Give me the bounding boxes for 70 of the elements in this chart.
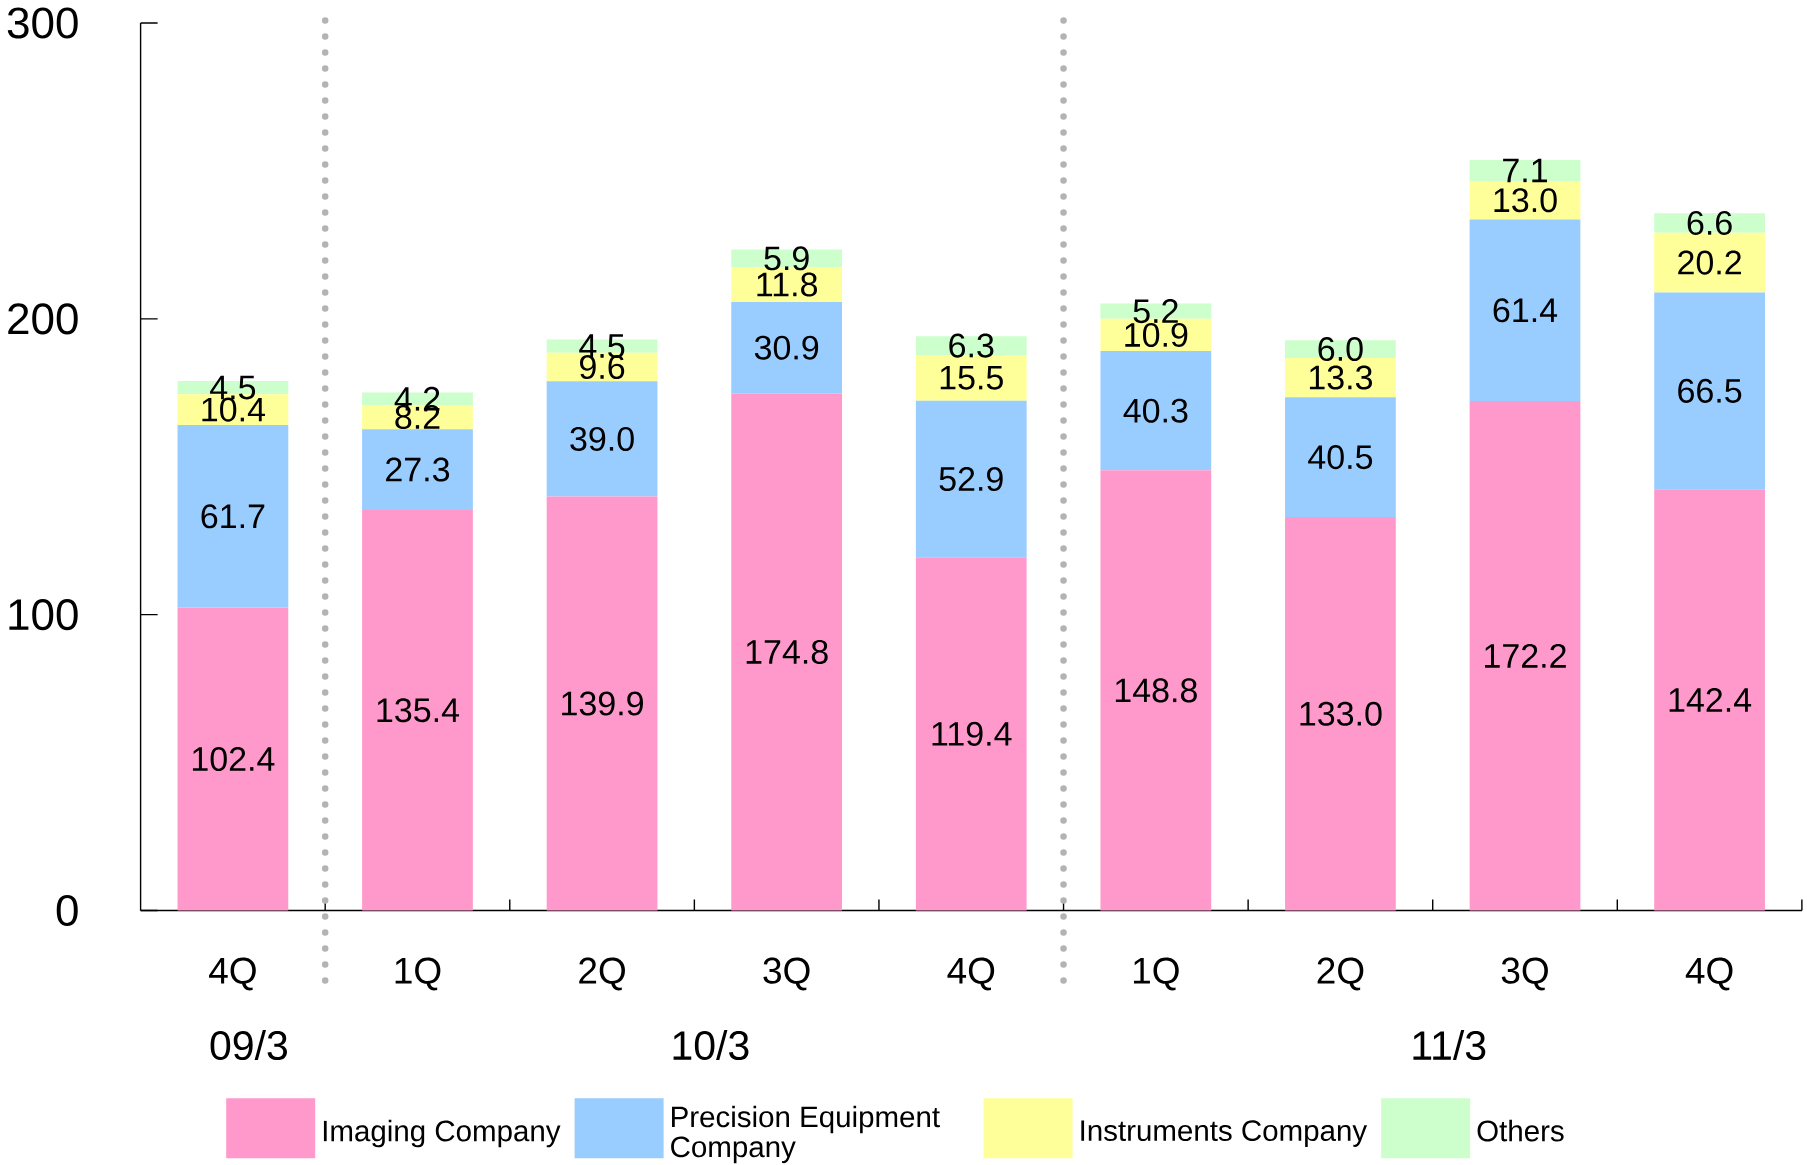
x-tick-label: 1Q xyxy=(395,957,441,991)
legend-label: Precision Equipment Company xyxy=(671,1105,940,1164)
x-tick-label: 4Q xyxy=(209,957,256,991)
data-label: 102.4 xyxy=(192,746,275,772)
data-label: 6.0 xyxy=(1318,336,1363,362)
y-tick-label: 100 xyxy=(9,599,78,631)
data-label: 135.4 xyxy=(377,698,460,723)
data-label: 148.8 xyxy=(1115,678,1197,703)
bar xyxy=(1654,489,1765,911)
data-label: 174.8 xyxy=(746,639,828,664)
x-tick-label: 2Q xyxy=(579,957,625,991)
data-label: 61.7 xyxy=(201,504,265,529)
bar xyxy=(1654,292,1765,490)
bar xyxy=(1469,401,1581,911)
bar xyxy=(177,607,289,911)
x-tick-label: 3Q xyxy=(763,957,810,991)
data-label: 5.2 xyxy=(1133,299,1178,324)
data-label: 27.3 xyxy=(386,457,450,482)
data-label: 13.0 xyxy=(1494,188,1557,213)
data-label: 40.3 xyxy=(1123,398,1188,423)
data-label: 52.9 xyxy=(939,466,1003,492)
data-label: 142.4 xyxy=(1669,687,1752,712)
bar xyxy=(1469,219,1581,402)
data-label: 139.9 xyxy=(562,691,643,716)
x-tick-label: 1Q xyxy=(1133,957,1179,991)
data-label: 13.3 xyxy=(1309,365,1372,390)
data-label: 39.0 xyxy=(570,426,634,451)
bar xyxy=(731,393,843,911)
bar xyxy=(1285,517,1396,911)
bar xyxy=(546,496,658,911)
bar xyxy=(1100,351,1212,471)
data-label: 10.9 xyxy=(1125,322,1188,347)
data-label: 15.5 xyxy=(940,365,1003,390)
data-label: 133.0 xyxy=(1300,701,1382,726)
text: 11/3 xyxy=(1413,1029,1486,1061)
legend-label: Imaging Company xyxy=(323,1119,561,1148)
bar xyxy=(1285,397,1396,518)
bar xyxy=(1100,470,1212,911)
x-tick-label: 3Q xyxy=(1501,957,1548,991)
legend-label: Instruments Company xyxy=(1081,1120,1368,1147)
bar xyxy=(915,557,1027,911)
bar xyxy=(362,509,473,911)
legend-label: Others xyxy=(1477,1119,1564,1142)
x-tick-label: 4Q xyxy=(1685,957,1733,991)
text: 09/3 xyxy=(210,1029,287,1061)
data-label: 30.9 xyxy=(754,335,819,360)
y-tick-label: 300 xyxy=(7,7,78,39)
bar xyxy=(177,425,289,608)
bar xyxy=(915,400,1027,558)
data-label: 172.2 xyxy=(1485,643,1566,668)
y-tick-label: 0 xyxy=(56,894,78,927)
x-tick-label: 4Q xyxy=(947,957,995,991)
bar xyxy=(731,301,843,394)
y-tick-label: 200 xyxy=(8,303,78,335)
data-label: 119.4 xyxy=(932,721,1012,746)
bar xyxy=(1654,213,1765,233)
data-label: 6.6 xyxy=(1687,210,1732,236)
bar xyxy=(1469,159,1581,181)
text: 10/3 xyxy=(673,1029,749,1061)
x-tick-label: 2Q xyxy=(1317,957,1364,991)
data-label: 5.9 xyxy=(764,246,809,271)
data-label: 6.3 xyxy=(949,333,994,358)
data-label: 7.1 xyxy=(1503,158,1547,183)
data-label: 20.2 xyxy=(1678,250,1741,275)
data-label: 40.5 xyxy=(1308,445,1373,470)
data-label: 11.8 xyxy=(757,272,818,297)
data-label: 61.4 xyxy=(1493,298,1558,323)
data-label: 66.5 xyxy=(1678,378,1742,403)
bar xyxy=(546,381,658,497)
bar xyxy=(362,429,473,510)
